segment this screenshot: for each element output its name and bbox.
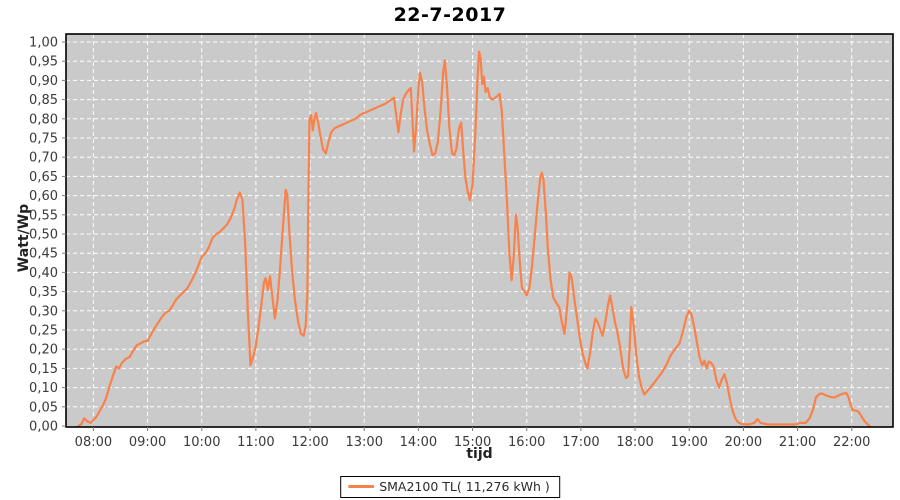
y-tick-label: 0,20 — [29, 343, 58, 358]
x-axis-title: tijd — [466, 446, 493, 462]
y-tick-label: 0,85 — [29, 93, 58, 108]
y-tick-label: 0,00 — [29, 420, 58, 435]
y-tick-label: 0,30 — [29, 304, 58, 319]
plot-border — [65, 33, 894, 428]
x-tick-label: 12:00 — [291, 435, 328, 450]
y-tick-label: 0,05 — [29, 400, 58, 415]
y-tick-label: 0,65 — [29, 170, 58, 185]
x-tick-label: 10:00 — [183, 435, 220, 450]
chart-title: 22-7-2017 — [393, 4, 507, 26]
series-color-swatch — [348, 485, 375, 488]
x-tick-label: 15:00 — [454, 435, 491, 450]
x-tick-label: 22:00 — [833, 435, 870, 450]
x-tick-label: 08:00 — [75, 435, 112, 450]
series-line — [77, 50, 871, 428]
y-tick-label: 0,45 — [29, 247, 58, 262]
y-tick-label: 0,80 — [29, 112, 58, 127]
x-tick-label: 16:00 — [508, 435, 545, 450]
y-tick-label: 1,00 — [29, 36, 58, 51]
x-tick-label: 20:00 — [725, 435, 762, 450]
y-tick-label: 0,60 — [29, 189, 58, 204]
y-tick-label: 0,75 — [29, 132, 58, 147]
x-tick-label: 17:00 — [562, 435, 599, 450]
x-tick-label: 19:00 — [670, 435, 707, 450]
y-tick-label: 0,10 — [29, 381, 58, 396]
y-tick-label: 0,15 — [29, 362, 58, 377]
y-tick-label: 0,95 — [29, 55, 58, 70]
legend: SMA2100 TL( 11,276 kWh ) — [340, 476, 560, 498]
x-tick-label: 14:00 — [400, 435, 437, 450]
x-tick-label: 21:00 — [779, 435, 816, 450]
y-tick-label: 0,50 — [29, 228, 58, 243]
y-tick-label: 0,90 — [29, 74, 58, 89]
x-tick-label: 09:00 — [129, 435, 166, 450]
y-tick-label: 0,70 — [29, 151, 58, 166]
x-tick-label: 18:00 — [616, 435, 653, 450]
y-tick-label: 0,35 — [29, 285, 58, 300]
x-tick-label: 13:00 — [346, 435, 383, 450]
y-tick-label: 0,25 — [29, 324, 58, 339]
legend-label: SMA2100 TL( 11,276 kWh ) — [379, 479, 550, 494]
y-tick-label: 0,40 — [29, 266, 58, 281]
y-tick-label: 0,55 — [29, 208, 58, 223]
x-tick-label: 11:00 — [237, 435, 274, 450]
